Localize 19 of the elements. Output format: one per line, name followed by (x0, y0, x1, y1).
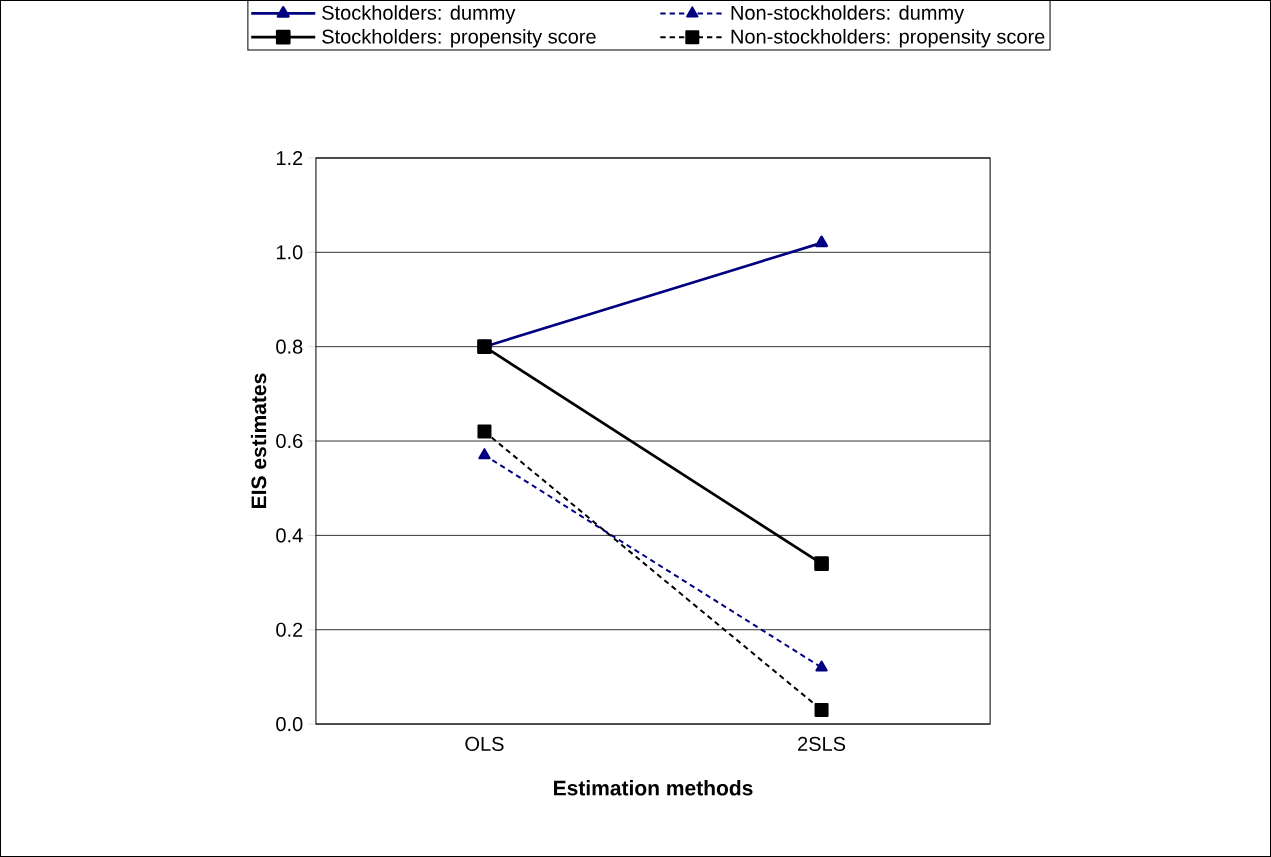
x-axis-title: Estimation methods (554, 780, 753, 796)
point (477, 339, 492, 355)
legend-label: Stockholders: dummy (322, 5, 516, 24)
x-tick-label: OLS (465, 736, 504, 751)
x-tick-label: 2SLS (798, 736, 846, 751)
y-tick-label: 0.4 (276, 528, 303, 543)
y-axis-title: EIS estimates (250, 373, 267, 508)
legend-label: Stockholders: propensity score (322, 28, 596, 48)
y-tick-label: 0.8 (276, 339, 303, 354)
y-tick-label: 1.2 (276, 150, 303, 165)
y-tick-label: 0.2 (276, 622, 303, 637)
point (814, 702, 829, 717)
y-tick-label: 0.6 (276, 433, 303, 449)
y-tick-label: 0.0 (276, 717, 303, 732)
legend-label: Non-stockholders: dummy (731, 5, 965, 24)
point (477, 424, 492, 439)
legend-label: Non-stockholders: propensity score (731, 28, 1045, 48)
y-tick-label: 1.0 (276, 245, 303, 260)
point (814, 556, 829, 572)
